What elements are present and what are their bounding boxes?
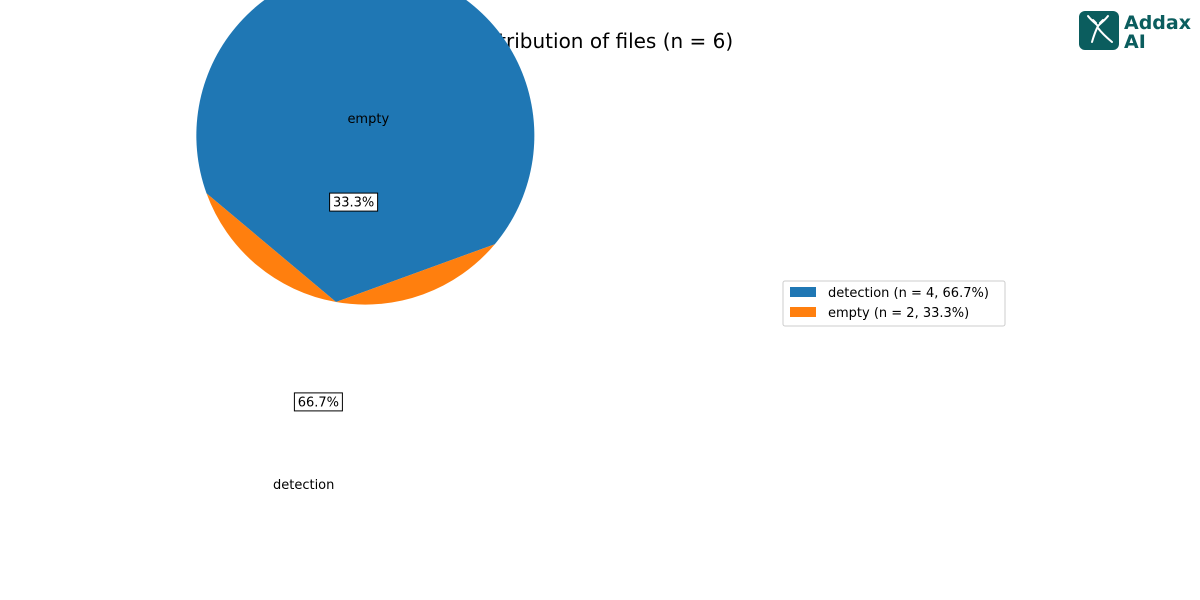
legend-label-detection: detection (n = 4, 66.7%) [828,286,989,301]
pie-slice-empty [206,193,495,305]
slice-label-empty: empty [347,112,389,127]
pct-label-empty: 33.3% [329,192,379,212]
pie [196,0,535,305]
legend-swatch-empty [790,307,816,317]
pct-label-text: 33.3% [333,196,374,211]
pie-slice-detection [196,0,535,302]
legend: detection (n = 4, 66.7%) empty (n = 2, 3… [782,280,1006,327]
legend-label-empty: empty (n = 2, 33.3%) [828,306,969,321]
pct-label-box [293,392,343,412]
pct-label-detection: 66.7% [293,392,343,412]
chart-title: Distribution of files (n = 6) [467,29,733,53]
pct-label-box [329,192,379,212]
legend-frame [782,280,1006,327]
addax-ai-logo: Addax AI [1079,11,1191,53]
logo-text-line2: AI [1124,31,1146,53]
logo-text-line1: Addax [1124,12,1191,34]
pie-labels: detection 66.7% empty 33.3% [273,112,389,493]
antelope-icon [1087,15,1113,43]
pct-label-text: 66.7% [298,395,339,410]
legend-swatch-detection [790,287,816,297]
slice-label-detection: detection [273,478,334,493]
